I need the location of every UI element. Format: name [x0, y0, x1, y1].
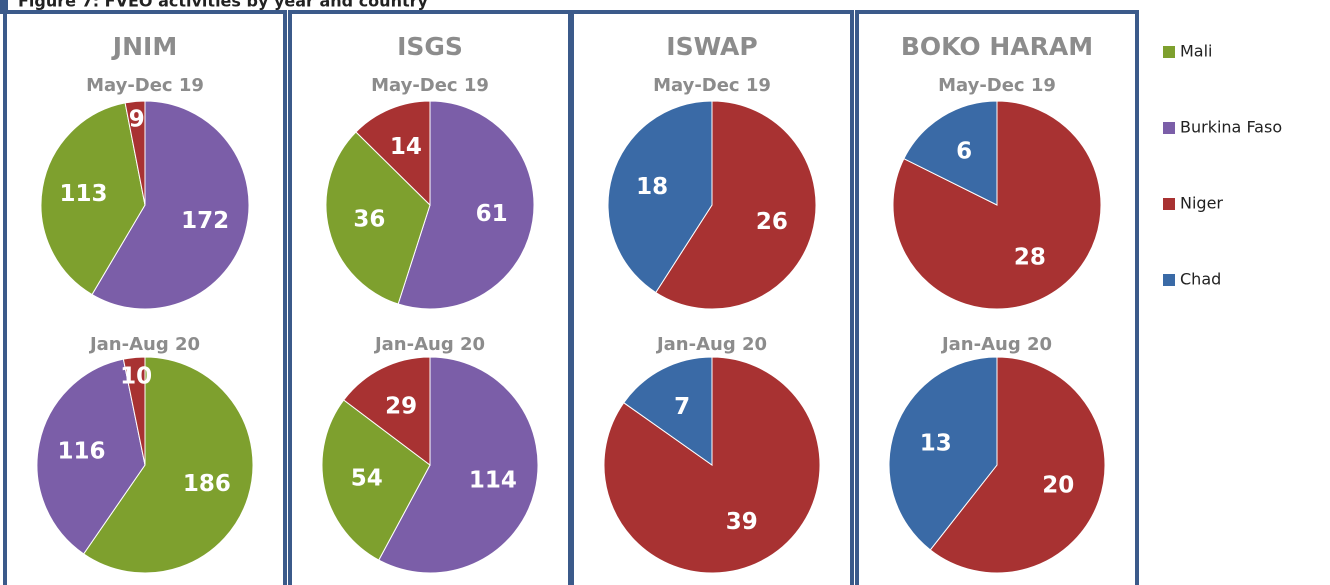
legend-label: Burkina Faso [1180, 118, 1282, 137]
pie-slice [40, 102, 146, 296]
slice-label: 54 [351, 465, 383, 491]
title-marker [0, 0, 8, 14]
legend-swatch [1163, 122, 1175, 134]
pie-slice [122, 356, 146, 466]
slice-label: 113 [60, 181, 108, 207]
pie-slice [124, 100, 146, 206]
pie-slice [343, 356, 431, 467]
legend-swatch [1163, 198, 1175, 210]
panel-frame [570, 10, 854, 585]
legend-label: Chad [1180, 270, 1221, 289]
slice-label: 186 [183, 471, 231, 497]
panel-frame [3, 10, 287, 585]
slice-label: 36 [353, 206, 385, 232]
pie-subtitle: May-Dec 19 [653, 75, 771, 96]
pie-slice [378, 356, 539, 574]
slice-label: 7 [674, 394, 690, 420]
slice-label: 116 [58, 439, 106, 465]
pie-slice [355, 100, 431, 207]
slice-label: 13 [920, 430, 952, 456]
pie-slice [82, 356, 254, 574]
pie-slice [607, 100, 713, 294]
pie-slice [655, 100, 817, 310]
pie-subtitle: Jan-Aug 20 [940, 334, 1052, 355]
pie-slice [929, 356, 1106, 574]
pie-subtitle: Jan-Aug 20 [655, 334, 767, 355]
legend-swatch [1163, 274, 1175, 286]
slice-label: 14 [390, 134, 422, 160]
panel-title: JNIM [111, 32, 177, 61]
pie-subtitle: May-Dec 19 [938, 75, 1056, 96]
slice-label: 20 [1042, 473, 1074, 499]
slice-label: 10 [120, 363, 152, 389]
slice-label: 28 [1014, 245, 1046, 271]
legend-label: Mali [1180, 42, 1213, 61]
slice-label: 29 [385, 394, 417, 420]
legend-swatch [1163, 46, 1175, 58]
pie-slice [623, 356, 713, 466]
panel-title: ISGS [397, 32, 463, 61]
panel-frame [855, 10, 1139, 585]
pie-slice [36, 358, 146, 555]
pie-subtitle: Jan-Aug 20 [88, 334, 200, 355]
slice-label: 6 [956, 138, 972, 164]
pie-slice [888, 356, 998, 551]
pie-slice [91, 100, 250, 310]
pie-slice [903, 100, 998, 206]
slice-label: 18 [636, 174, 668, 200]
legend-label: Niger [1180, 194, 1223, 213]
panel-title: BOKO HARAM [901, 32, 1093, 61]
slice-label: 114 [469, 467, 517, 493]
pie-slice [397, 100, 535, 310]
pie-slice [321, 399, 431, 561]
pie-subtitle: May-Dec 19 [371, 75, 489, 96]
slice-label: 172 [181, 208, 229, 234]
slice-label: 9 [129, 107, 145, 133]
pie-subtitle: Jan-Aug 20 [373, 334, 485, 355]
figure-title: Figure 7: FVEO activities by year and co… [18, 0, 428, 11]
slice-label: 61 [476, 201, 508, 227]
slice-label: 39 [726, 509, 758, 535]
panel-title: ISWAP [666, 32, 757, 61]
pie-subtitle: May-Dec 19 [86, 75, 204, 96]
slice-label: 26 [756, 209, 788, 235]
pie-slice [325, 131, 431, 305]
